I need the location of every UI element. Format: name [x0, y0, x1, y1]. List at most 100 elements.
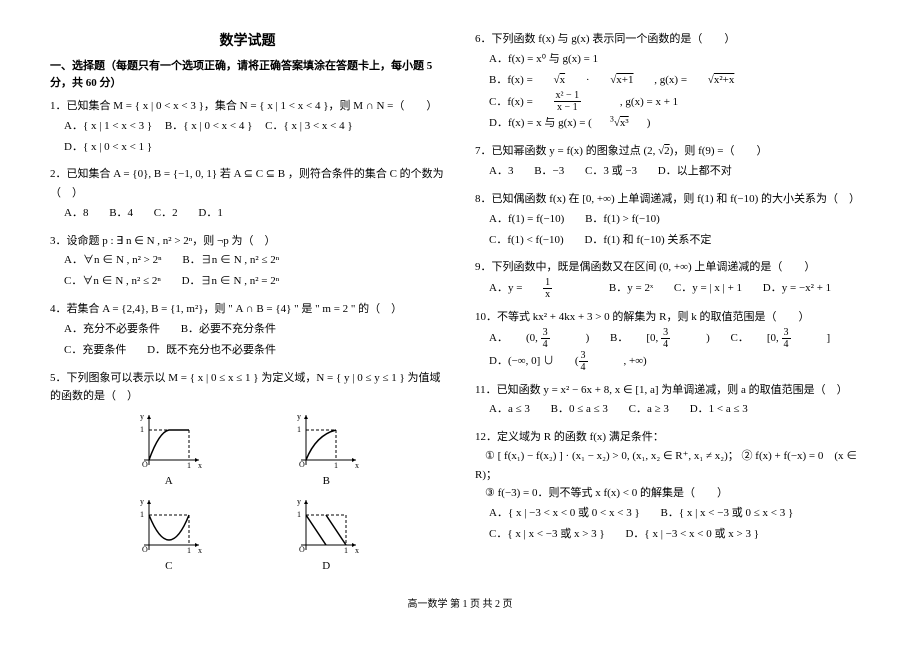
q2-stem: 2．已知集合 A = {0}, B = {−1, 0, 1} 若 A ⊆ C ⊆… [50, 168, 444, 199]
svg-text:1: 1 [140, 510, 144, 519]
q5-graph-d: x y 1 1 O D [291, 495, 361, 576]
q11-stem: 11．已知函数 y = x² − 6x + 8, x ∈ [1, a] 为单调递… [475, 384, 848, 396]
svg-text:1: 1 [140, 425, 144, 434]
q7-b: B．−3 [534, 165, 564, 177]
q4-a: A．充分不必要条件 [64, 323, 160, 335]
q5-label-b: B [291, 472, 361, 491]
q8-d: D．f(1) 和 f(−10) 关系不定 [584, 234, 711, 246]
q4-stem: 4．若集合 A = {2,4}, B = {1, m²}，则 " A ∩ B =… [50, 303, 402, 315]
svg-text:O: O [299, 545, 305, 554]
question-9: 9．下列函数中，既是偶函数又在区间 (0, +∞) 上单调递减的是（ ） A．y… [475, 258, 870, 300]
question-2: 2．已知集合 A = {0}, B = {−1, 0, 1} 若 A ⊆ C ⊆… [50, 165, 445, 223]
svg-text:O: O [142, 545, 148, 554]
q7-c: C．3 或 −3 [585, 165, 637, 177]
q4-b: B．必要不充分条件 [181, 323, 276, 335]
q8-options: A．f(1) = f(−10) B．f(1) > f(−10) C．f(1) <… [489, 209, 870, 251]
svg-text:1: 1 [297, 510, 301, 519]
q12-d: D．{ x | −3 < x < 0 或 x > 3 } [625, 528, 759, 540]
svg-text:x: x [355, 461, 359, 470]
question-10: 10．不等式 kx² + 4kx + 3 > 0 的解集为 R，则 k 的取值范… [475, 308, 870, 373]
svg-text:y: y [140, 412, 144, 421]
q3-stem: 3．设命题 p : ∃ n ∈ N , n² > 2ⁿ，则 ¬p 为（ ） [50, 235, 275, 247]
q10-options: A．(0, 34) B．[0, 34) C．[0, 34] D．(−∞, 0] … [489, 327, 870, 373]
q12-b: B．{ x | x < −3 或 0 ≤ x < 3 } [660, 507, 793, 519]
q4-options: A．充分不必要条件 B．必要不充分条件 C．充要条件 D．既不充分也不必要条件 [64, 319, 445, 361]
svg-text:x: x [355, 546, 359, 555]
q9-options: A．y = 1x B．y = 2ˣ C．y = | x | + 1 D．y = … [489, 277, 870, 300]
doc-title: 数学试题 [50, 30, 445, 50]
svg-text:y: y [297, 497, 301, 506]
q5-graph-a: xy 11O A [134, 410, 204, 491]
q5-graph-c: xy 11O C [134, 495, 204, 576]
q8-c: C．f(1) < f(−10) [489, 234, 564, 246]
question-4: 4．若集合 A = {2,4}, B = {1, m²}，则 " A ∩ B =… [50, 300, 445, 360]
q1-stem: 1．已知集合 M = { x | 0 < x < 3 }，集合 N = { x … [50, 100, 437, 112]
page-footer: 高一数学 第 1 页 共 2 页 [50, 595, 870, 610]
svg-text:1: 1 [334, 461, 338, 470]
q10-stem: 10．不等式 kx² + 4kx + 3 > 0 的解集为 R，则 k 的取值范… [475, 311, 810, 323]
q11-options: A．a ≤ 3 B．0 ≤ a ≤ 3 C．a ≥ 3 D．1 < a ≤ 3 [489, 399, 870, 420]
q1-options: A．{ x | 1 < x < 3 } B．{ x | 0 < x < 4 } … [64, 116, 445, 158]
q4-c: C．充要条件 [64, 344, 126, 356]
q3-d: D．∃n ∈ N , n² = 2ⁿ [182, 275, 280, 287]
q12-options: A．{ x | −3 < x < 0 或 0 < x < 3 } B．{ x |… [489, 503, 870, 545]
q1-b: B．{ x | 0 < x < 4 } [165, 120, 253, 132]
q6-c: C．f(x) = x² − 1x − 1 , g(x) = x + 1 [489, 96, 696, 108]
question-6: 6．下列函数 f(x) 与 g(x) 表示同一个函数的是（ ） A．f(x) =… [475, 30, 870, 134]
q3-a: A．∀n ∈ N , n² > 2ⁿ [64, 254, 162, 266]
q3-options: A．∀n ∈ N , n² > 2ⁿ B．∃n ∈ N , n² ≤ 2ⁿ C．… [64, 250, 445, 292]
q5-label-a: A [134, 472, 204, 491]
q11-b: B．0 ≤ a ≤ 3 [551, 403, 608, 415]
q6-a: A．f(x) = x⁰ 与 g(x) = 1 [489, 53, 598, 65]
q1-d: D．{ x | 0 < x < 1 } [64, 141, 152, 153]
svg-text:1: 1 [187, 461, 191, 470]
q2-options: A．8 B．4 C．2 D．1 [64, 203, 445, 224]
q12-cond1: ① [ f(x₁) − f(x₂) ] · (x₁ − x₂) > 0, (x₁… [485, 450, 739, 462]
q3-c: C．∀n ∈ N , n² ≤ 2ⁿ [64, 275, 161, 287]
q5-graph-b: x y 1 1 O B [291, 410, 361, 491]
svg-text:x: x [198, 461, 202, 470]
question-5: 5．下列图象可以表示以 M = { x | 0 ≤ x ≤ 1 } 为定义域，N… [50, 369, 445, 576]
q6-d: D．f(x) = x 与 g(x) = (3√x³) [489, 117, 668, 129]
q10-d: D．(−∞, 0] ∪ (34, +∞) [489, 355, 647, 367]
q2-a: A．8 [64, 207, 88, 219]
q12-cond3: ③ f(−3) = 0．则不等式 x f(x) < 0 的解集是（ ） [485, 487, 728, 499]
q8-a: A．f(1) = f(−10) [489, 213, 564, 225]
q11-c: C．a ≥ 3 [629, 403, 669, 415]
q11-a: A．a ≤ 3 [489, 403, 530, 415]
right-column: 6．下列函数 f(x) 与 g(x) 表示同一个函数的是（ ） A．f(x) =… [475, 30, 870, 583]
q2-c: C．2 [154, 207, 178, 219]
question-1: 1．已知集合 M = { x | 0 < x < 3 }，集合 N = { x … [50, 97, 445, 157]
question-3: 3．设命题 p : ∃ n ∈ N , n² > 2ⁿ，则 ¬p 为（ ） A．… [50, 232, 445, 292]
svg-text:1: 1 [187, 546, 191, 555]
q7-d: D．以上都不对 [658, 165, 732, 177]
svg-text:1: 1 [297, 425, 301, 434]
q2-d: D．1 [198, 207, 222, 219]
q5-label-d: D [291, 557, 361, 576]
question-8: 8．已知偶函数 f(x) 在 [0, +∞) 上单调递减，则 f(1) 和 f(… [475, 190, 870, 250]
q5-graphs-row2: xy 11O C xy [90, 495, 405, 576]
q5-stem: 5．下列图象可以表示以 M = { x | 0 ≤ x ≤ 1 } 为定义域，N… [50, 372, 441, 403]
q10-c: C．[0, 34] [730, 332, 830, 344]
q9-d: D．y = −x² + 1 [763, 282, 831, 294]
q10-b: B．[0, 34) [610, 332, 710, 344]
question-11: 11．已知函数 y = x² − 6x + 8, x ∈ [1, a] 为单调递… [475, 381, 870, 421]
q3-b: B．∃n ∈ N , n² ≤ 2ⁿ [182, 254, 279, 266]
q4-d: D．既不充分也不必要条件 [147, 344, 276, 356]
svg-text:1: 1 [344, 546, 348, 555]
svg-text:O: O [299, 460, 305, 469]
q10-a: A．(0, 34) [489, 332, 589, 344]
two-column-layout: 数学试题 一、选择题（每题只有一个选项正确，请将正确答案填涂在答题卡上，每小题 … [50, 30, 870, 583]
q2-b: B．4 [109, 207, 133, 219]
q9-a: A．y = 1x [489, 282, 588, 294]
svg-text:y: y [140, 497, 144, 506]
q6-stem: 6．下列函数 f(x) 与 g(x) 表示同一个函数的是（ ） [475, 33, 735, 45]
q9-stem: 9．下列函数中，既是偶函数又在区间 (0, +∞) 上单调递减的是（ ） [475, 261, 815, 273]
section1-heading: 一、选择题（每题只有一个选项正确，请将正确答案填涂在答题卡上，每小题 5 分，共… [50, 58, 445, 91]
q9-c: C．y = | x | + 1 [674, 282, 742, 294]
q1-a: A．{ x | 1 < x < 3 } [64, 120, 152, 132]
svg-text:y: y [297, 412, 301, 421]
q8-b: B．f(1) > f(−10) [585, 213, 660, 225]
q7-a: A．3 [489, 165, 513, 177]
q12-c: C．{ x | x < −3 或 x > 3 } [489, 528, 605, 540]
